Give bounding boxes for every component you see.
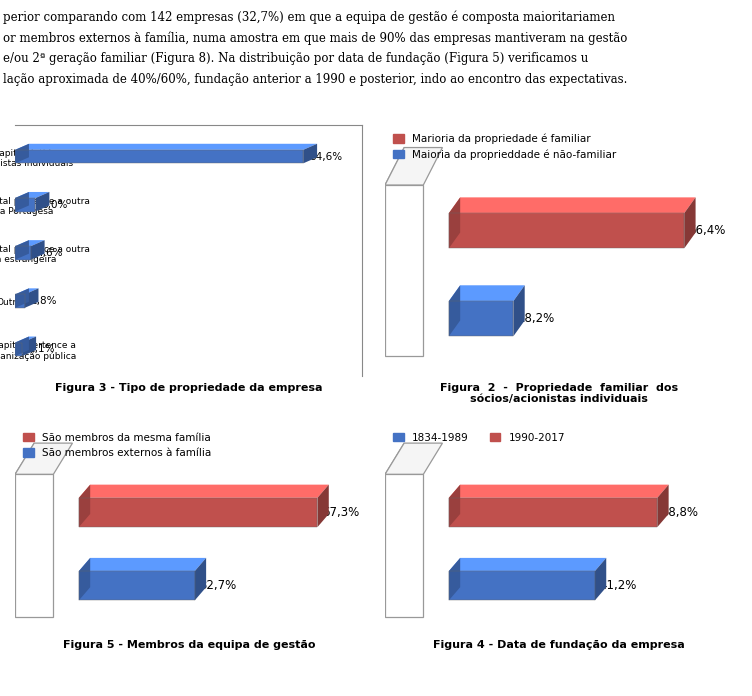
Bar [79,498,317,527]
Text: 4,6%: 4,6% [37,248,63,258]
Text: or membros externos à família, numa amostra em que mais de 90% das empresas mant: or membros externos à família, numa amos… [3,31,627,45]
Text: 67,3%: 67,3% [322,506,359,519]
Bar [15,246,31,260]
Polygon shape [15,443,72,475]
Polygon shape [0,81,11,134]
Polygon shape [195,558,206,601]
Bar [15,150,303,164]
Bar [449,301,514,336]
Polygon shape [15,192,29,212]
Polygon shape [79,558,90,601]
Polygon shape [385,148,442,185]
Polygon shape [449,285,460,336]
Polygon shape [449,285,525,301]
Text: lação aproximada de 40%/60%, fundação anterior a 1990 e posterior, indo ao encon: lação aproximada de 40%/60%, fundação an… [3,73,627,86]
Polygon shape [514,285,525,336]
Text: Figura 3 - Tipo de propriedade da empresa: Figura 3 - Tipo de propriedade da empres… [55,383,323,393]
Bar [385,185,423,356]
Polygon shape [25,288,38,308]
Bar [449,213,684,248]
Polygon shape [684,198,696,248]
Polygon shape [449,198,696,213]
Bar [449,571,595,601]
Polygon shape [35,192,50,212]
Text: 6,0%: 6,0% [41,200,68,209]
Legend: 1834-1989, 1990-2017: 1834-1989, 1990-2017 [390,429,568,446]
Bar [15,342,23,356]
Polygon shape [449,558,460,601]
Bar [15,198,35,212]
Text: 18,2%: 18,2% [517,313,555,325]
Text: 32,7%: 32,7% [199,579,236,592]
Bar [385,475,423,617]
Legend: Marioria da propriedade é familiar, Maioria da proprieddade é não-familiar: Marioria da propriedade é familiar, Maio… [390,130,620,163]
Bar [15,294,25,308]
Polygon shape [385,148,404,356]
Polygon shape [79,484,90,527]
Text: Figura 4 - Data de fundação da empresa: Figura 4 - Data de fundação da empresa [433,640,684,650]
Text: Figura 5 - Membros da equipa de gestão: Figura 5 - Membros da equipa de gestão [62,640,315,650]
Polygon shape [449,484,669,498]
Bar [449,498,657,527]
Bar [15,475,53,617]
Text: 84,6%: 84,6% [309,152,342,161]
Polygon shape [15,288,29,308]
Polygon shape [657,484,669,527]
Polygon shape [15,337,29,356]
Text: 58,8%: 58,8% [662,506,699,519]
Polygon shape [15,240,44,246]
Polygon shape [23,337,36,356]
Polygon shape [385,443,442,475]
Text: 41,2%: 41,2% [599,579,636,592]
Polygon shape [15,144,29,164]
Text: perior comparando com 142 empresas (32,7%) em que a equipa de gestão é composta : perior comparando com 142 empresas (32,7… [3,10,615,24]
Polygon shape [449,198,460,248]
Polygon shape [385,443,404,617]
Polygon shape [15,240,29,260]
Polygon shape [15,337,36,342]
Polygon shape [79,484,329,498]
Text: 66,4%: 66,4% [689,224,726,237]
Bar [79,571,195,601]
Polygon shape [15,144,317,150]
Bar [449,213,684,248]
Polygon shape [79,558,206,571]
Bar [79,498,317,527]
Polygon shape [317,484,329,527]
Polygon shape [595,558,606,601]
Text: 2,8%: 2,8% [31,296,57,306]
Polygon shape [15,288,38,294]
Bar [449,571,595,601]
Bar [79,571,195,601]
Bar [449,498,657,527]
Polygon shape [449,484,460,527]
Text: 2,1%: 2,1% [29,345,55,354]
Polygon shape [15,443,34,617]
Text: e/ou 2ª geração familiar (Figura 8). Na distribuição por data de fundação (Figur: e/ou 2ª geração familiar (Figura 8). Na … [3,52,588,65]
Legend: São membros da mesma família, São membros externos à família: São membros da mesma família, São membro… [20,429,214,461]
Bar [449,301,514,336]
Text: Figura  2  -  Propriedade  familiar  dos
sócios/acionistas individuais: Figura 2 - Propriedade familiar dos sóci… [440,383,678,404]
Bar [15,294,25,308]
Bar [15,198,35,212]
Bar [15,150,303,164]
Bar [15,342,23,356]
Polygon shape [15,192,50,198]
Polygon shape [303,144,317,164]
Bar [15,246,31,260]
Polygon shape [31,240,44,260]
Polygon shape [449,558,606,571]
